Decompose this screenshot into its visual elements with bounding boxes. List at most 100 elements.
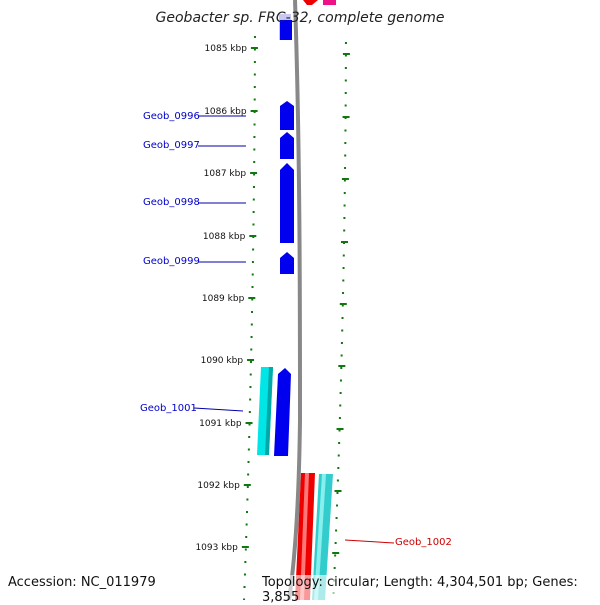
ruler-tick-label: 1092 kbp <box>197 481 240 491</box>
track-dot <box>343 179 346 182</box>
track-dot <box>342 267 345 269</box>
track-dot <box>342 279 345 282</box>
track-dot <box>344 129 347 132</box>
track-dot <box>251 286 254 288</box>
gene-label-geob-0996[interactable]: Geob_0996 <box>143 111 200 122</box>
track-dot <box>333 567 336 569</box>
track-dot <box>342 292 345 294</box>
major-tick <box>245 422 253 424</box>
track-dot <box>338 417 341 419</box>
gene-label-geob-0997[interactable]: Geob_0997 <box>143 140 200 151</box>
ruler-labels: 1085 kbp 1086 kbp 1087 kbp 1088 kbp 1089 kbp… <box>195 44 350 554</box>
track-dot <box>250 323 253 326</box>
gene-arrow-geob-0999 <box>280 252 294 274</box>
major-tick <box>339 303 347 305</box>
major-tick <box>241 546 249 548</box>
track-dot <box>253 161 256 163</box>
track-dot <box>250 336 253 338</box>
track-dot <box>344 104 347 107</box>
track-dot <box>251 261 254 263</box>
track-dot <box>245 536 248 538</box>
track-dot <box>335 529 338 532</box>
major-tick <box>248 297 256 299</box>
major-tick <box>243 484 251 486</box>
major-tick <box>250 172 258 174</box>
track-dot <box>247 461 250 463</box>
track-dot <box>250 348 253 351</box>
track-dot <box>334 542 337 544</box>
gene-label-geob-1002[interactable]: Geob_1002 <box>395 537 452 548</box>
track-dot <box>343 217 346 219</box>
major-tick <box>249 235 257 237</box>
track-dot <box>247 448 250 451</box>
genome-backbone <box>287 0 303 600</box>
major-tick <box>247 359 255 361</box>
gene-cyan-feature-edge <box>265 367 273 455</box>
track-dot <box>343 192 346 194</box>
top-partial-genes <box>279 0 336 40</box>
track-dot <box>336 479 339 482</box>
ruler-tick-label: 1086 kbp <box>204 107 247 117</box>
track-dot <box>337 467 340 469</box>
track-dot <box>243 586 246 588</box>
track-dot <box>337 454 340 457</box>
track-dot <box>340 342 343 344</box>
track-dot <box>253 136 256 138</box>
track-dot <box>252 248 255 251</box>
track-dot <box>252 186 255 188</box>
track-dot <box>339 392 342 394</box>
gene-label-geob-1001[interactable]: Geob_1001 <box>140 403 197 414</box>
gene-teal-feature-highlight <box>314 474 326 600</box>
track-dot <box>248 423 251 426</box>
ruler-tick-label: 1085 kbp <box>205 44 248 54</box>
ruler-tick-label: 1090 kbp <box>201 356 244 366</box>
track-dot <box>253 73 256 76</box>
leader-line-geob-1002 <box>344 539 395 544</box>
track-dot <box>344 142 347 144</box>
track-dot <box>340 367 343 369</box>
track-dot <box>338 429 341 432</box>
major-tick <box>342 53 350 55</box>
track-dot <box>342 254 345 257</box>
ruler-tick-label: 1089 kbp <box>202 294 245 304</box>
track-dot <box>252 211 255 213</box>
gene-features <box>257 101 333 600</box>
track-dot <box>344 154 347 157</box>
track-dot <box>246 498 249 501</box>
track-dot <box>344 42 347 44</box>
track-dot <box>344 54 347 57</box>
track-dot <box>253 98 256 101</box>
gene-partial-top-red <box>303 0 318 5</box>
gene-partial-top-blue <box>280 20 292 40</box>
track-dot <box>335 517 338 519</box>
major-tick <box>334 490 342 492</box>
major-tick <box>340 241 348 243</box>
major-tick <box>332 552 340 554</box>
track-dot <box>243 598 246 600</box>
track-dot <box>251 311 254 313</box>
track-dot <box>336 504 339 507</box>
gene-label-geob-0998[interactable]: Geob_0998 <box>143 197 200 208</box>
track-dot <box>246 511 249 513</box>
track-dot <box>248 436 251 438</box>
track-dot <box>343 204 346 207</box>
major-tick <box>250 47 258 49</box>
track-dot <box>253 61 256 63</box>
gene-arrow-geob-0998 <box>280 163 294 243</box>
ruler-tick-label: 1091 kbp <box>199 419 242 429</box>
major-tick <box>250 110 258 112</box>
track-dot <box>251 273 254 276</box>
gene-red-feature-highlight <box>300 473 309 600</box>
track-dot <box>341 317 344 319</box>
track-dot <box>344 79 347 82</box>
gene-label-geob-0999[interactable]: Geob_0999 <box>143 256 200 267</box>
track-dot <box>253 48 256 51</box>
track-dot <box>252 223 255 226</box>
track-dot <box>339 404 342 407</box>
outer-dotted-track <box>332 42 347 594</box>
leader-line-geob-1001 <box>193 407 244 412</box>
track-dot <box>246 486 249 488</box>
track-dot <box>252 198 255 201</box>
track-dot <box>244 548 247 551</box>
